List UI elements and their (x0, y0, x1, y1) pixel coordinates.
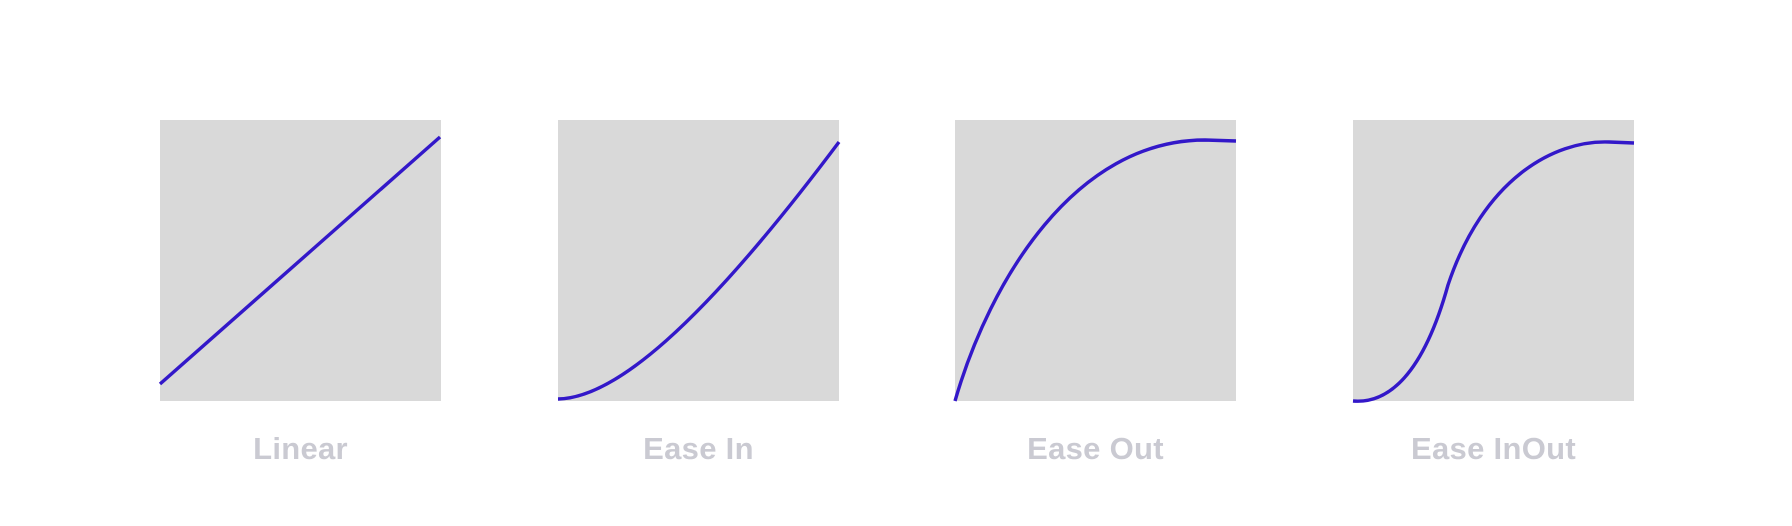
easing-card-ease-out: Ease Out (953, 120, 1237, 480)
linear-curve-line (158, 135, 442, 386)
ease-out-curve-line (953, 138, 1237, 402)
curve-label: Ease InOut (1411, 431, 1576, 466)
ease-in-curve-graph (557, 140, 841, 401)
linear-curve-graph (158, 135, 442, 386)
easing-card-ease-in: Ease In (557, 120, 841, 480)
curve-plot-area (1352, 120, 1635, 403)
curve-label: Ease Out (1027, 431, 1164, 466)
ease-inout-curve-line (1352, 140, 1635, 403)
easing-card-ease-inout: Ease InOut (1352, 120, 1635, 480)
ease-in-curve-line (557, 140, 841, 401)
curve-plot-area (158, 120, 442, 401)
easing-card-linear: Linear (158, 120, 442, 480)
curve-label: Ease In (643, 431, 754, 466)
curve-label: Linear (253, 431, 348, 466)
curve-plot-area (953, 120, 1237, 402)
ease-inout-curve-graph (1352, 140, 1635, 403)
ease-out-curve-graph (953, 138, 1237, 402)
curve-plot-area (557, 120, 841, 401)
